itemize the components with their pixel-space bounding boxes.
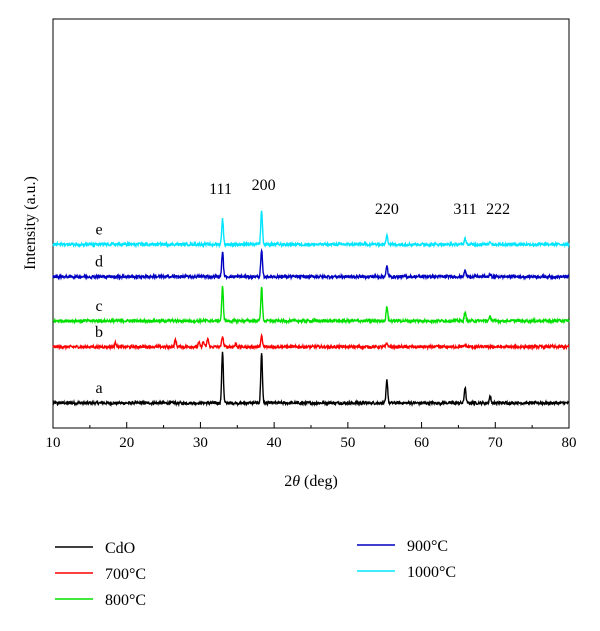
series-line-a — [52, 351, 569, 408]
plot-frame — [52, 18, 570, 429]
curve-letter-a: a — [95, 380, 102, 397]
curve-letter-e: e — [95, 221, 102, 238]
series-line-e — [52, 210, 570, 249]
legend-label-b: 700°C — [105, 566, 146, 583]
curve-letter-c: c — [95, 298, 102, 315]
peak-label-222: 222 — [486, 201, 510, 218]
x-axis-title-prefix: 2 — [284, 473, 292, 490]
x-tick-label: 20 — [119, 435, 134, 451]
x-tick-label: 30 — [193, 435, 208, 451]
peak-label-311: 311 — [453, 201, 476, 218]
x-tick-label: 10 — [46, 435, 61, 451]
x-tick-label: 70 — [488, 435, 503, 451]
peak-label-111: 111 — [209, 181, 232, 198]
x-tick-label: 50 — [340, 435, 355, 451]
series-line-c — [52, 285, 570, 326]
legend-label-c: 800°C — [105, 592, 146, 609]
peak-label-220: 220 — [375, 201, 399, 218]
legend-label-d: 900°C — [407, 538, 448, 555]
peak-label-200: 200 — [252, 177, 276, 194]
peak-labels: 111 200 220 311 222 — [209, 177, 510, 218]
x-tick-label: 40 — [267, 435, 282, 451]
x-axis-title: 2θ (deg) — [284, 473, 338, 490]
legend-label-e: 1000°C — [407, 564, 456, 581]
y-axis-title: Intensity (a.u.) — [22, 176, 39, 270]
legend-label-a: CdO — [105, 540, 135, 557]
series-line-b — [52, 332, 570, 351]
x-axis-title-theta: θ — [292, 473, 300, 490]
x-tick-label: 60 — [414, 435, 429, 451]
series-group — [52, 210, 570, 408]
x-tick-label: 80 — [562, 435, 577, 451]
curve-letters: a bc de — [95, 221, 103, 397]
legend: CdO 700°C 800°C 900°C 1000°C — [55, 538, 456, 609]
x-axis-ticks: 10 20 30 40 50 60 70 80 — [46, 422, 577, 451]
curve-letter-b: b — [95, 324, 103, 341]
x-axis-title-suffix: (deg) — [300, 473, 338, 490]
curve-letter-d: d — [95, 254, 103, 271]
series-line-d — [52, 248, 570, 281]
